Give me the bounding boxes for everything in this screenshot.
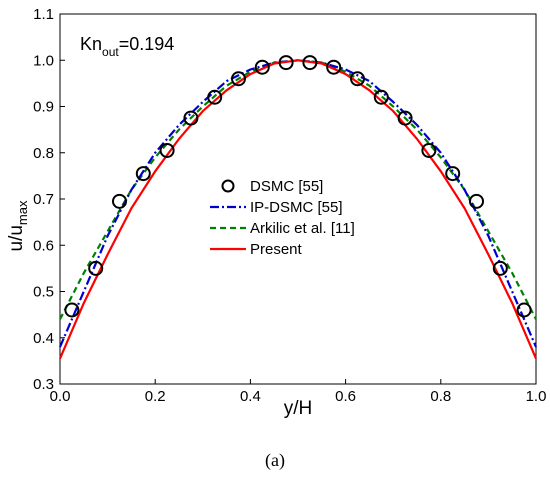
dsmc-data-point — [350, 71, 365, 87]
dsmc-data-point — [445, 166, 461, 182]
x-tick-label: 0.6 — [335, 388, 356, 405]
dsmc-data-point — [88, 260, 104, 276]
dsmc-data-point — [326, 59, 342, 75]
dsmc-data-point — [421, 142, 437, 158]
dsmc-data-point — [231, 71, 246, 87]
series-layer — [58, 55, 538, 360]
x-tick-label: 0.0 — [50, 388, 71, 405]
legend-marker-dsmc — [221, 179, 235, 193]
dsmc-data-point — [397, 110, 413, 126]
dsmc-data-point — [492, 260, 508, 276]
y-axis-label: u/umax — [6, 200, 30, 251]
dsmc-data-point — [254, 59, 270, 75]
x-tick-label: 0.8 — [430, 388, 451, 405]
legend-label: Arkilic et al. [11] — [250, 220, 355, 237]
legend: DSMC [55] IP-DSMC [55] Arkilic et al. [11]… — [210, 178, 355, 258]
dsmc-data-point — [278, 55, 294, 71]
x-tick-label: 1.0 — [526, 388, 547, 405]
legend-label: Present — [250, 241, 303, 258]
dsmc-data-point — [207, 89, 223, 105]
y-tick-label: 0.9 — [33, 99, 54, 116]
dsmc-data-point — [516, 302, 532, 318]
dsmc-data-point — [64, 302, 80, 318]
x-axis-label: y/H — [284, 398, 313, 419]
dsmc-data-point — [135, 166, 151, 182]
y-tick-label: 0.4 — [33, 330, 54, 347]
legend-label: IP-DSMC [55] — [250, 199, 343, 216]
dsmc-data-point — [183, 110, 199, 126]
y-tick-label: 0.3 — [33, 376, 54, 393]
dsmc-data-point — [373, 89, 389, 105]
dsmc-data-point — [159, 142, 175, 158]
y-tick-label: 1.0 — [33, 52, 54, 69]
y-tick-label: 0.6 — [33, 237, 54, 254]
x-tick-label: 0.4 — [240, 388, 261, 405]
y-tick-label: 0.7 — [33, 191, 54, 208]
dsmc-data-point — [302, 55, 318, 71]
series-line-present — [58, 59, 538, 360]
knudsen-annotation: Knout=0.194 — [80, 34, 174, 59]
y-axis-ticks: 0.3 0.4 0.5 0.6 0.7 0.8 0.9 1.0 1.1 — [33, 6, 65, 393]
dsmc-data-point — [112, 193, 127, 209]
y-tick-label: 0.8 — [33, 145, 54, 162]
dsmc-data-point — [469, 193, 484, 209]
y-tick-label: 0.5 — [33, 284, 54, 301]
x-tick-label: 0.2 — [145, 388, 166, 405]
x-axis-ticks: 0.0 0.2 0.4 0.6 0.8 1.0 — [50, 379, 547, 405]
legend-label: DSMC [55] — [250, 178, 323, 195]
y-tick-label: 1.1 — [33, 6, 54, 23]
figure-caption: (a) — [265, 450, 285, 471]
